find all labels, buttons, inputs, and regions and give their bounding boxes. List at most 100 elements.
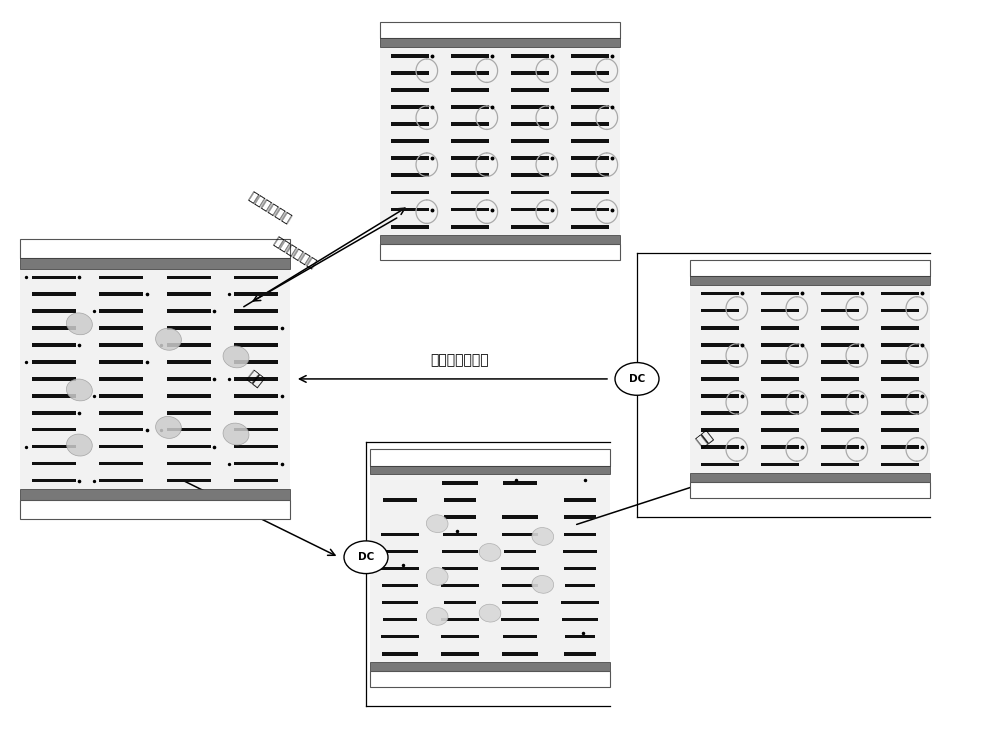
Bar [511,139,549,143]
Bar [99,293,143,296]
Bar [701,445,739,450]
Bar [701,394,739,398]
Bar [391,53,429,58]
Bar [502,516,538,519]
Bar [382,584,418,587]
Bar [167,309,211,313]
Bar [690,481,930,498]
Bar [761,445,799,450]
Bar [571,224,609,229]
Bar [821,325,859,330]
Bar [564,499,596,502]
Bar [167,276,211,279]
Bar [451,105,489,109]
Bar [451,53,489,58]
Bar [443,533,477,536]
Bar [821,360,859,364]
Bar [451,173,489,178]
Bar [234,395,278,398]
Bar [380,47,620,236]
Bar [383,618,417,621]
Bar [821,343,859,347]
Bar [32,428,76,432]
Bar [370,450,610,466]
Bar [564,652,596,655]
Bar [382,652,418,655]
Bar [167,479,211,482]
Bar [565,635,595,638]
Bar [701,343,739,347]
Bar [564,516,596,519]
Bar [571,105,609,109]
Bar [451,88,489,92]
Bar [571,190,609,195]
Bar [881,377,919,381]
Bar [99,343,143,347]
Bar [562,618,598,621]
Bar [370,466,610,474]
Text: 未加电、降温: 未加电、降温 [246,189,294,227]
Bar [761,394,799,398]
Bar [701,428,739,432]
Bar [701,462,739,467]
Bar [441,652,479,655]
Bar [571,207,609,212]
Ellipse shape [532,576,554,593]
Bar [701,377,739,381]
Bar [881,291,919,296]
Bar [821,394,859,398]
Bar [571,173,609,178]
Ellipse shape [67,434,92,456]
Text: DC: DC [358,552,374,562]
Bar [32,309,76,313]
Bar [32,479,76,482]
Bar [441,584,479,587]
Bar [391,207,429,212]
Bar [99,445,143,449]
Bar [761,360,799,364]
Bar [503,635,537,638]
Bar [451,122,489,126]
Bar [99,360,143,363]
Bar [391,71,429,75]
Bar [502,533,538,536]
Bar [99,377,143,380]
Bar [99,462,143,465]
Bar [32,326,76,330]
Bar [32,343,76,347]
Bar [167,377,211,380]
Bar [391,88,429,92]
Bar [370,663,610,671]
Bar [690,473,930,481]
Ellipse shape [426,515,448,533]
Bar [761,343,799,347]
Bar [511,156,549,160]
Bar [380,244,620,260]
Bar [561,601,599,604]
Bar [20,489,290,499]
Text: 未加电、升温: 未加电、升温 [271,234,319,271]
Bar [32,395,76,398]
Bar [442,567,478,570]
Bar [701,308,739,313]
Bar [32,445,76,449]
Bar [234,428,278,432]
Bar [167,411,211,415]
Bar [234,276,278,279]
Bar [881,445,919,450]
Bar [511,88,549,92]
Bar [391,139,429,143]
Bar [20,239,290,259]
Bar [571,53,609,58]
Bar [761,308,799,313]
Bar [382,550,418,553]
Bar [821,411,859,415]
Bar [451,71,489,75]
Bar [441,618,479,621]
Bar [370,474,610,663]
Bar [451,207,489,212]
Bar [690,285,930,473]
Bar [20,259,290,269]
Bar [383,499,417,502]
Bar [821,462,859,467]
